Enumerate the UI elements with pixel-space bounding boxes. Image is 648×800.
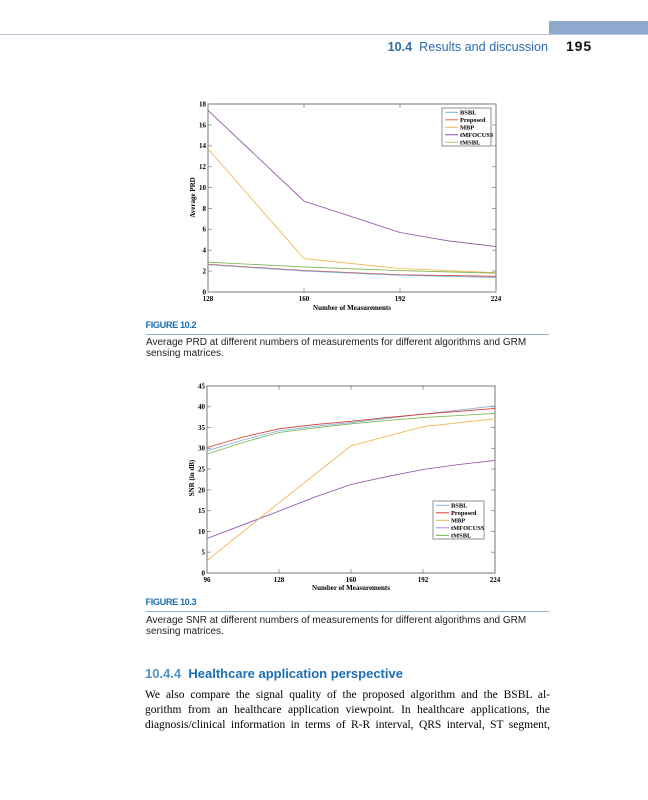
svg-text:0: 0: [202, 569, 206, 577]
svg-text:224: 224: [491, 295, 502, 303]
svg-text:128: 128: [274, 576, 285, 584]
svg-text:15: 15: [198, 507, 206, 515]
svg-text:224: 224: [490, 576, 501, 584]
svg-text:20: 20: [198, 486, 206, 494]
svg-text:0: 0: [203, 288, 207, 296]
svg-text:45: 45: [198, 382, 206, 390]
svg-text:BSBL: BSBL: [451, 503, 467, 510]
svg-text:MBP: MBP: [451, 518, 465, 525]
svg-text:35: 35: [198, 424, 206, 432]
svg-text:Number of Measurements: Number of Measurements: [312, 584, 390, 592]
svg-text:4: 4: [203, 247, 207, 255]
svg-text:tMSBL: tMSBL: [451, 533, 471, 540]
svg-text:128: 128: [203, 295, 214, 303]
svg-text:MBP: MBP: [460, 125, 474, 132]
svg-text:160: 160: [299, 295, 310, 303]
svg-text:160: 160: [346, 576, 357, 584]
svg-text:16: 16: [199, 121, 207, 129]
svg-text:10: 10: [199, 184, 207, 192]
svg-text:192: 192: [418, 576, 429, 584]
svg-text:25: 25: [198, 466, 206, 474]
svg-text:Average PRD: Average PRD: [189, 177, 197, 218]
svg-text:2: 2: [203, 268, 207, 276]
svg-text:10: 10: [198, 528, 206, 536]
svg-text:12: 12: [199, 163, 207, 171]
svg-text:18: 18: [199, 100, 207, 108]
svg-text:SNR (in dB): SNR (in dB): [188, 459, 196, 496]
svg-text:30: 30: [198, 445, 206, 453]
svg-text:Number of Measurements: Number of Measurements: [313, 304, 391, 312]
svg-text:8: 8: [203, 205, 207, 213]
svg-text:BSBL: BSBL: [460, 110, 476, 117]
svg-text:6: 6: [203, 226, 207, 234]
svg-text:tMFOCUSS: tMFOCUSS: [451, 525, 485, 532]
svg-text:40: 40: [198, 403, 206, 411]
svg-text:Proposed: Proposed: [460, 117, 486, 124]
svg-text:192: 192: [395, 295, 406, 303]
svg-text:5: 5: [202, 549, 206, 557]
svg-text:tMSBL: tMSBL: [460, 140, 480, 147]
svg-text:14: 14: [199, 142, 207, 150]
svg-text:Proposed: Proposed: [451, 510, 477, 517]
svg-text:96: 96: [204, 576, 212, 584]
svg-text:tMFOCUSS: tMFOCUSS: [460, 132, 494, 139]
